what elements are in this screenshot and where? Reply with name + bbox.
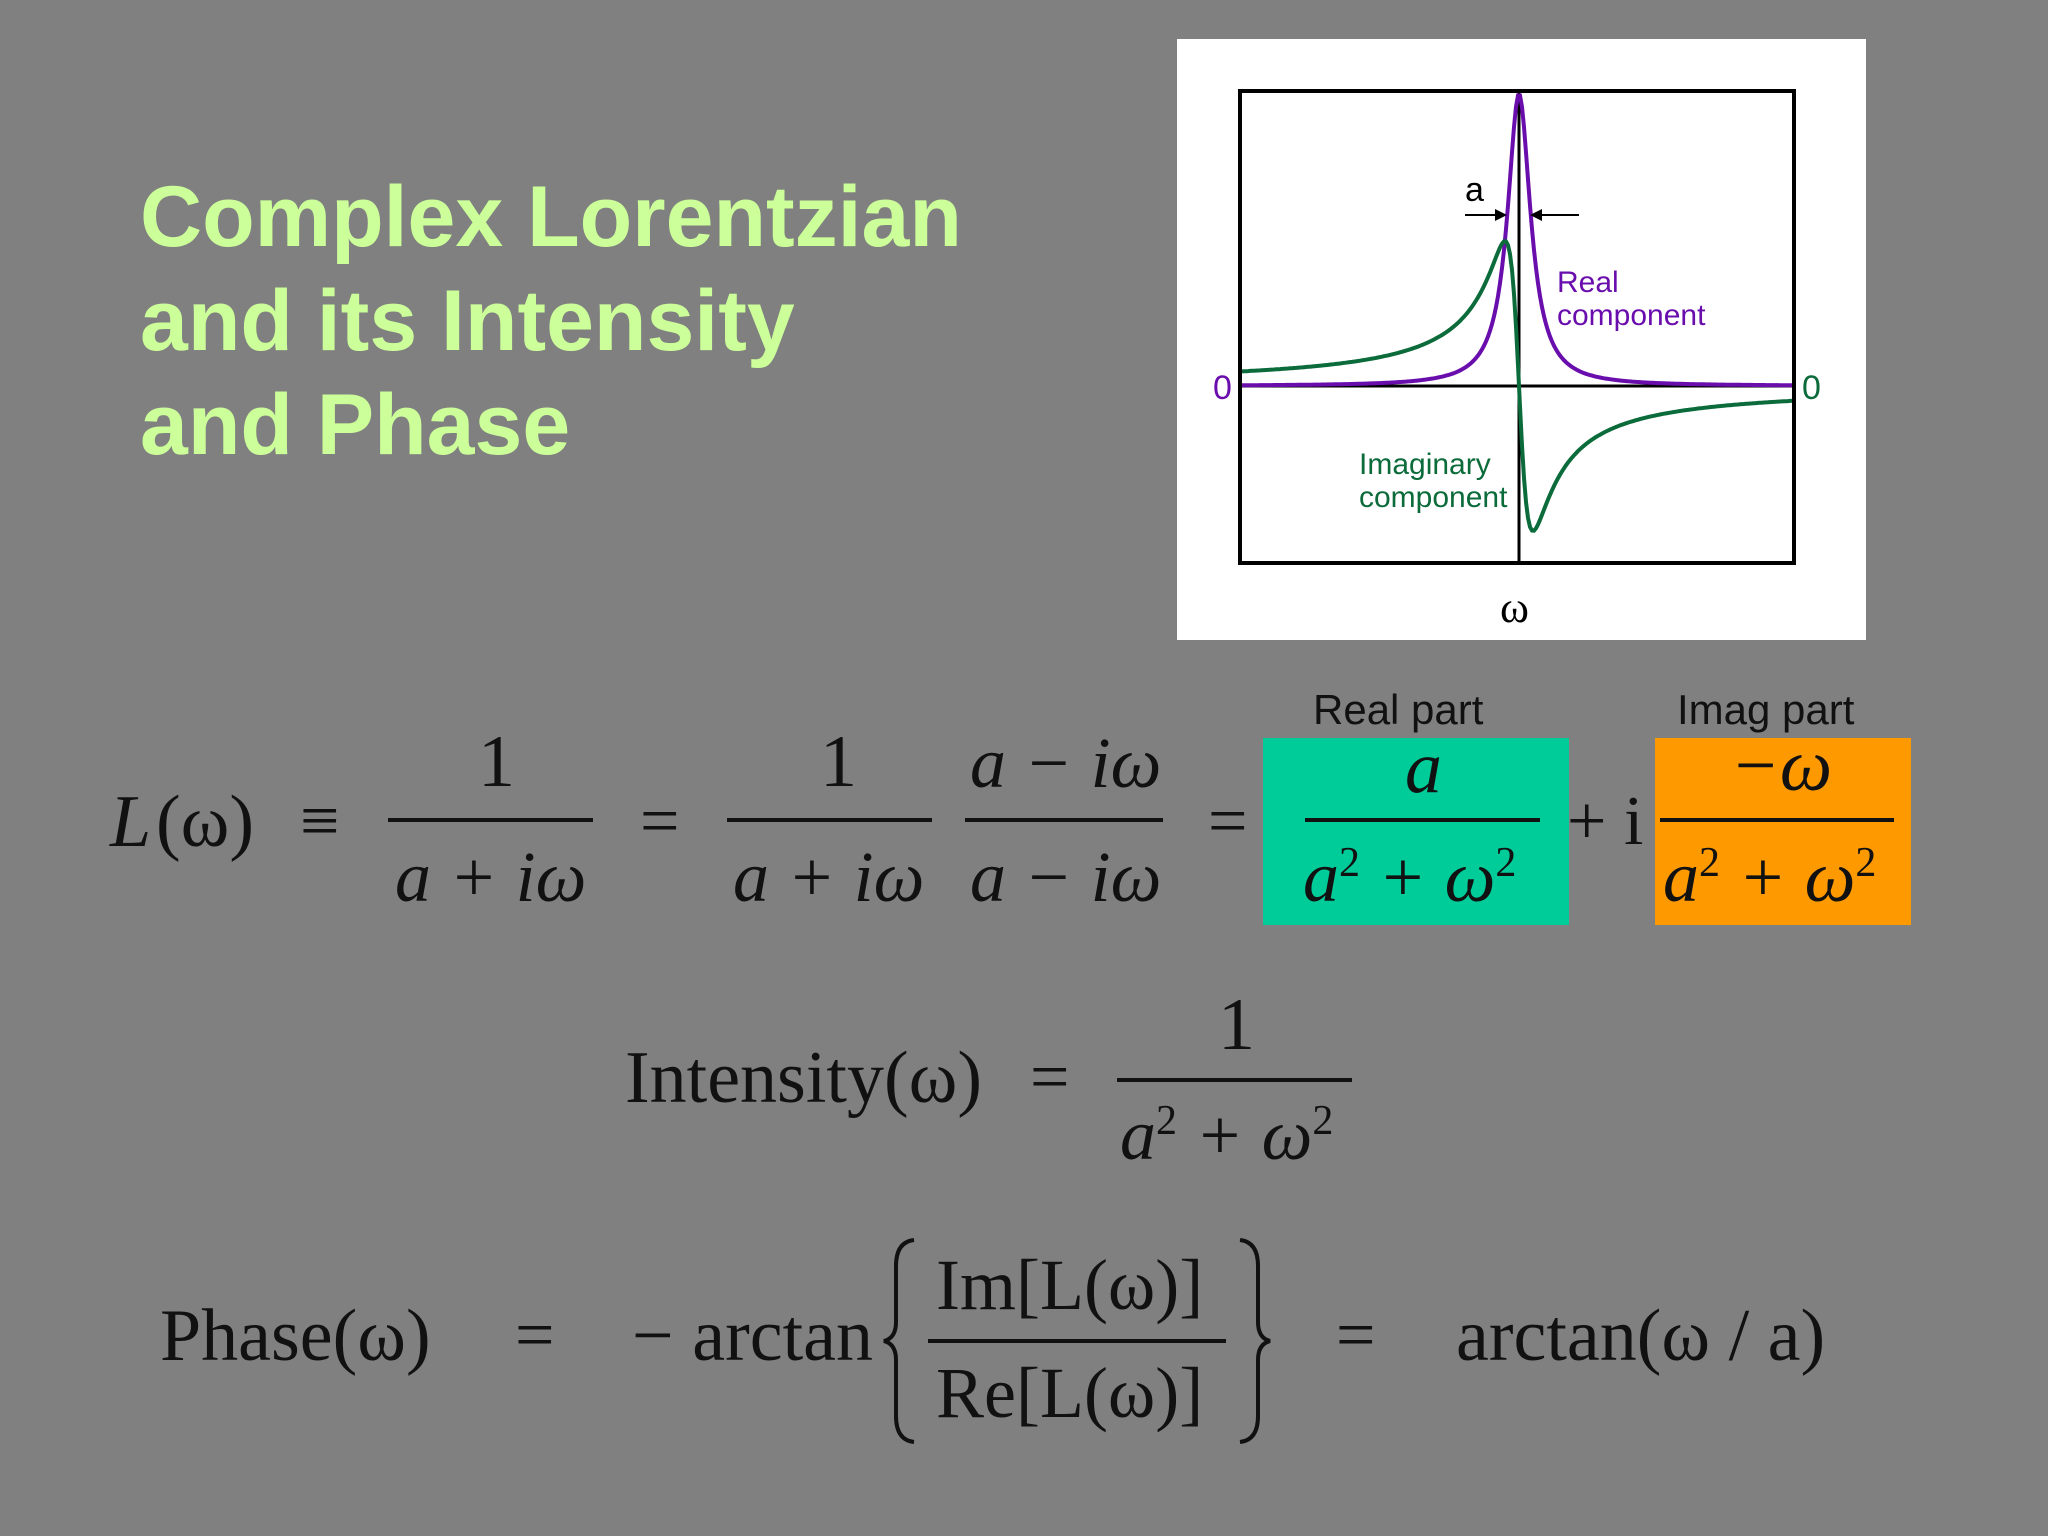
eq3-den: Re[L(ω)] (936, 1353, 1204, 1433)
eq1-lhs-arg: (ω) (156, 781, 254, 863)
eq1-frac1-num: 1 (478, 721, 515, 803)
eq3-frac-bar (928, 1339, 1226, 1343)
eq1-frac1-den: a + iω (395, 837, 587, 917)
real-den-plus: + ω (1360, 837, 1496, 917)
width-label: a (1465, 171, 1484, 209)
real-den-sup2: 2 (1495, 840, 1517, 886)
real-part-box (1263, 738, 1569, 925)
eq2-den-a: a (1120, 1095, 1156, 1175)
real-label-line-1: Real (1557, 266, 1619, 299)
eq2-num: 1 (1218, 984, 1255, 1066)
plot-frame (1238, 89, 1796, 565)
title-line-1: Complex Lorentzian (140, 169, 962, 265)
eq3-lhs: Phase(ω) (160, 1295, 431, 1377)
eq3-rhs: arctan(ω / a) (1456, 1295, 1826, 1377)
eq1-frac3-num: a − iω (970, 723, 1162, 803)
eq1-eq2: = (1208, 783, 1248, 860)
eq1-lhs-func: L (110, 781, 152, 863)
imag-den: a2 + ω2 (1663, 836, 1876, 919)
eq2-eq: = (1030, 1039, 1070, 1116)
eq3-eq1: = (515, 1297, 555, 1374)
eq3-num: Im[L(ω)] (936, 1245, 1204, 1325)
eq1-equiv: ≡ (300, 783, 340, 860)
width-arrowhead-right (1530, 209, 1542, 221)
real-den: a2 + ω2 (1303, 836, 1516, 919)
title-line-3: and Phase (140, 377, 571, 473)
imag-den-plus: + ω (1720, 837, 1856, 917)
title-line-2: and its Intensity (140, 273, 795, 369)
real-part-header: Real part (1313, 686, 1484, 733)
real-den-a: a (1303, 837, 1339, 917)
eq3-left-brace (883, 1238, 915, 1444)
eq2-lhs: Intensity(ω) (625, 1037, 982, 1119)
x-axis-label: ω (1500, 583, 1529, 632)
eq2-frac-bar (1117, 1078, 1352, 1082)
eq3-neg-arctan: − arctan (632, 1295, 873, 1377)
eq2-den-plus: + ω (1177, 1095, 1313, 1175)
imag-den-a: a (1663, 837, 1699, 917)
imaginary-component-curve (1241, 239, 1793, 533)
imag-part-header: Imag part (1677, 686, 1855, 733)
real-den-sup1: 2 (1339, 840, 1360, 886)
imag-label-line-2: component (1359, 481, 1508, 514)
zero-label-right: 0 (1802, 369, 1821, 407)
imag-frac-bar (1660, 818, 1894, 822)
lorentzian-figure: a Real component Imaginary component 0 0… (1177, 39, 1866, 640)
real-label-line-2: component (1557, 299, 1706, 332)
eq1-frac2-num: 1 (820, 721, 857, 803)
plus-i: + i (1567, 783, 1644, 860)
zero-label-left: 0 (1213, 369, 1232, 407)
slide-title: Complex Lorentzian and its Intensity and… (140, 165, 962, 477)
eq1-frac2-den: a + iω (733, 837, 925, 917)
real-frac-bar (1305, 818, 1540, 822)
eq1-frac3-bar (965, 818, 1163, 822)
eq1-frac3-den: a − iω (970, 837, 1162, 917)
imag-den-sup1: 2 (1699, 840, 1720, 886)
eq1-eq1: = (640, 783, 680, 860)
eq1-frac1-bar (388, 818, 593, 822)
real-component-curve (1241, 93, 1792, 388)
eq3-eq2: = (1336, 1297, 1376, 1374)
imag-label-line-1: Imaginary (1359, 448, 1491, 481)
eq2-den: a2 + ω2 (1120, 1094, 1333, 1177)
lorentzian-plot: a Real component Imaginary component 0 0… (1213, 89, 1821, 632)
imag-part-box (1655, 738, 1911, 925)
width-arrowhead-left (1495, 209, 1507, 221)
eq1-frac2-bar (727, 818, 932, 822)
imag-num: −ω (1730, 725, 1833, 807)
real-num: a (1405, 727, 1442, 809)
eq2-den-sup2: 2 (1312, 1098, 1334, 1144)
eq2-den-sup1: 2 (1156, 1098, 1177, 1144)
imag-den-sup2: 2 (1855, 840, 1877, 886)
eq3-right-brace (1239, 1238, 1271, 1444)
